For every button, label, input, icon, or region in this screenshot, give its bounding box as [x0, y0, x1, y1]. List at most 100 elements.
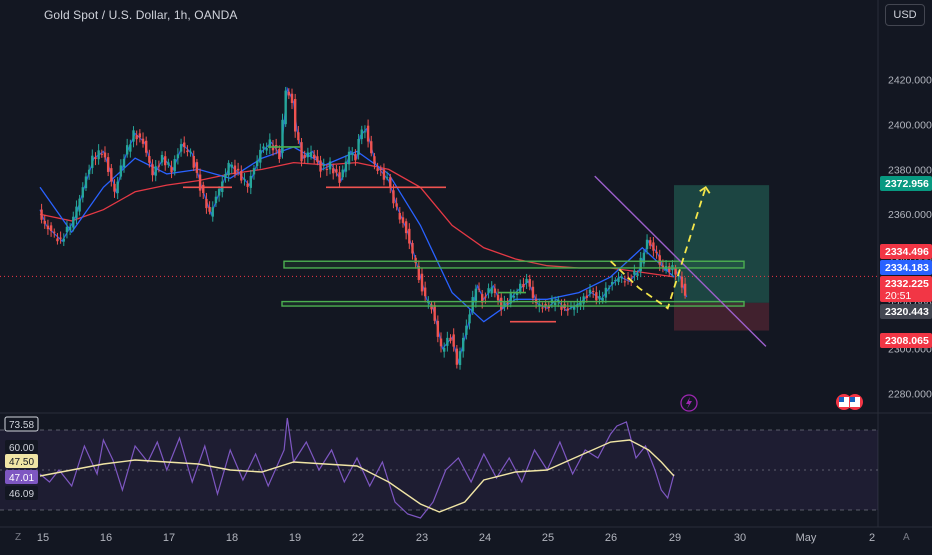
rsi-value-label-bg — [5, 486, 38, 500]
price-marker[interactable]: 2308.065 — [880, 333, 932, 348]
candle-body — [591, 290, 595, 292]
candle-body — [344, 161, 348, 172]
candle-body — [179, 144, 183, 152]
candle-body — [160, 154, 164, 163]
lightning-icon[interactable] — [680, 394, 698, 412]
time-tick-label: 18 — [226, 532, 238, 544]
candle-body — [610, 281, 614, 285]
flag-icon[interactable] — [836, 394, 863, 410]
candle-body — [404, 221, 408, 234]
rsi-value-label: 60.00 — [5, 440, 38, 454]
price-marker-text: 2308.065 — [885, 335, 929, 347]
candle-body — [205, 198, 208, 209]
candle-body — [354, 154, 357, 161]
candle-body — [557, 299, 560, 302]
chart-icons[interactable] — [680, 394, 863, 412]
rsi-value-label: 46.09 — [5, 486, 38, 500]
candle-body — [474, 288, 478, 303]
candle-body — [661, 265, 665, 268]
ma-fast-line — [39, 146, 675, 323]
price-marker[interactable]: 2320.443 — [880, 304, 932, 319]
price-marker-text: 2334.496 — [885, 246, 929, 258]
corner-left-label[interactable]: Z — [15, 532, 22, 543]
corner-right-label[interactable]: A — [903, 532, 910, 543]
candle-body — [186, 150, 189, 153]
price-marker[interactable]: 2334.496 — [880, 244, 932, 259]
candle-body — [582, 296, 585, 304]
candle-body — [458, 351, 462, 366]
price-marker[interactable]: 2334.183 — [880, 260, 932, 275]
candle-body — [195, 162, 199, 173]
candle-body — [53, 231, 56, 233]
candle-body — [385, 177, 389, 179]
candle-body — [436, 320, 440, 337]
candle-body — [427, 302, 430, 304]
candle-body — [417, 266, 421, 280]
time-axis[interactable]: 15 16 17 18 19 22 23 24 25 26 29 30 May 2 — [37, 532, 875, 544]
rsi-line — [39, 417, 675, 519]
candle-body — [230, 164, 233, 168]
projection-path[interactable] — [609, 187, 707, 310]
candle-body — [40, 209, 43, 220]
drawings[interactable] — [183, 146, 767, 347]
candle-body — [103, 152, 107, 158]
price-axis[interactable]: 2280.0002300.0002320.0002340.0002360.000… — [880, 75, 932, 401]
candle-body — [183, 142, 186, 148]
candle-body — [119, 165, 123, 177]
candle-body — [94, 157, 97, 160]
candle-body — [319, 160, 322, 172]
candle-body — [433, 305, 436, 321]
candle-body — [506, 302, 509, 304]
candle-body — [503, 302, 506, 306]
candle-body — [683, 283, 687, 296]
candle-body — [217, 188, 221, 196]
time-tick-label: 24 — [479, 532, 491, 544]
candle-body — [455, 348, 459, 365]
support-zones[interactable] — [281, 260, 745, 307]
candle-body — [271, 145, 275, 151]
time-tick-label: 16 — [100, 532, 112, 544]
lower-support-zone[interactable] — [281, 300, 745, 307]
candle-body — [246, 183, 249, 187]
candle-body — [620, 276, 623, 279]
candle-body — [224, 174, 227, 178]
candle-body — [668, 266, 671, 272]
time-tick-label: 26 — [605, 532, 617, 544]
candle-body — [572, 305, 576, 310]
candle-body — [481, 294, 484, 303]
price-marker[interactable]: 2372.956 — [880, 176, 932, 191]
candle-body — [395, 203, 398, 207]
target-zone — [674, 185, 770, 303]
currency-button[interactable]: USD — [885, 4, 925, 26]
time-tick-label: 23 — [416, 532, 428, 544]
candle-body — [208, 206, 211, 212]
time-tick-label: May — [796, 532, 817, 544]
price-tick-label: 2420.000 — [888, 75, 932, 87]
price-marker-text: 2332.225 — [885, 278, 929, 290]
candle-body — [658, 255, 661, 265]
candle-body — [452, 334, 455, 347]
candle-body — [512, 295, 516, 298]
candle-body — [100, 153, 104, 155]
zigzag-line — [39, 86, 688, 365]
trend-line[interactable] — [594, 175, 767, 347]
price-marker-bg — [880, 304, 932, 319]
candle-body — [639, 257, 642, 272]
rsi-value-label-text: 60.00 — [9, 443, 34, 454]
candle-body — [366, 125, 370, 142]
upper-support-zone[interactable] — [283, 260, 745, 269]
candle-body — [515, 293, 519, 296]
candle-body — [636, 273, 639, 276]
rsi-value-label-bg — [5, 470, 38, 484]
candle-body — [167, 162, 170, 165]
candle-body — [649, 240, 652, 246]
candle-body — [303, 154, 306, 158]
candle-body — [170, 166, 173, 173]
candle-body — [297, 132, 300, 141]
candle-body — [259, 149, 262, 163]
candle-body — [164, 156, 167, 166]
candle-body — [360, 129, 363, 140]
